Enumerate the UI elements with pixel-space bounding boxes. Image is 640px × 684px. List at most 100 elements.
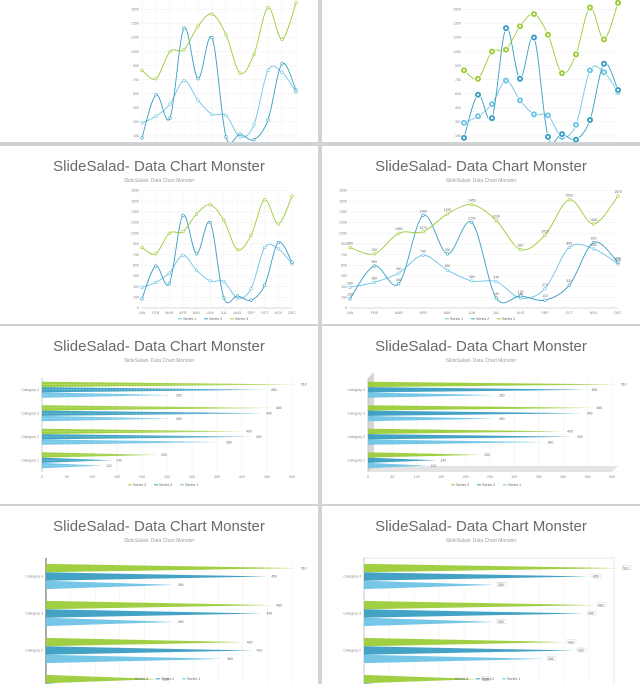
bar-dot — [256, 383, 258, 385]
data-label: 850 — [566, 241, 572, 245]
bar-dot — [73, 394, 75, 396]
bar-dot — [124, 418, 126, 420]
bar-dot — [232, 412, 234, 414]
slide-line-labels[interactable]: SlideSalad- Data Chart Monster SlideSala… — [322, 146, 640, 324]
bar-dot — [160, 389, 162, 391]
data-label: 510 — [301, 383, 307, 387]
data-label: 760 — [445, 248, 451, 252]
data-label: 400 — [567, 430, 573, 434]
bar-dot — [82, 418, 84, 420]
data-point — [252, 52, 256, 56]
data-point-center — [518, 99, 522, 102]
data-label: 830 — [591, 243, 597, 247]
y-tick-label: 1500 — [131, 8, 139, 12]
bar-dot — [235, 389, 237, 391]
line-chart-titled: 0 150 300 450 600 750 900 1050 1200 1350 1500 1650 J… — [131, 189, 296, 321]
y-tick-label: 1500 — [131, 199, 139, 203]
x-tick-label: FEB — [371, 311, 379, 315]
bar-dot — [79, 394, 81, 396]
bar-dot — [178, 441, 180, 443]
slide-line-titled[interactable]: SlideSalad- Data Chart Monster SlideSala… — [0, 146, 318, 324]
bar-dot — [148, 383, 150, 385]
bar-dot — [73, 459, 75, 461]
bar-dot — [79, 454, 81, 456]
bar-dot — [109, 407, 111, 409]
slide-bar-boxed[interactable]: SlideSalad- Data Chart Monster SlideSala… — [322, 506, 640, 684]
y-tick-label: 1350 — [453, 22, 461, 26]
y-tick-label: 150 — [455, 134, 461, 138]
bar-dot — [91, 459, 93, 461]
bar-dot — [148, 412, 150, 414]
x-tick-label: 150 — [438, 475, 444, 479]
slide-bar-wide[interactable]: SlideSalad- Data Chart Monster SlideSala… — [0, 506, 318, 684]
bar-dot — [76, 383, 78, 385]
bar-dot — [85, 465, 87, 467]
bar-dot — [91, 454, 93, 456]
data-point — [168, 49, 172, 54]
bar-dot — [187, 383, 189, 385]
bar-dot — [61, 418, 63, 420]
slide-subtitle: SlideSalad- Data Chart Monster — [445, 358, 517, 364]
bar-dot — [61, 389, 63, 391]
bar-dot — [109, 441, 111, 443]
bar-dot — [211, 407, 213, 409]
bar-dot — [142, 389, 144, 391]
data-point — [168, 116, 172, 120]
data-label: 1230 — [492, 214, 500, 218]
bar-dot — [169, 441, 171, 443]
bar — [42, 439, 222, 445]
bar-dot — [94, 441, 96, 443]
y-tick-label: 1050 — [339, 231, 347, 235]
bar — [368, 392, 495, 398]
bar-dot — [112, 418, 114, 420]
slide-line-plain[interactable]: 015030045060075090010501200135015001650J… — [0, 0, 318, 142]
bar-dot — [151, 430, 153, 432]
bar-dot — [130, 389, 132, 391]
y-tick-label: 750 — [341, 253, 347, 257]
slide-bar-stacked[interactable]: SlideSalad- Data Chart Monster SlideSala… — [0, 326, 318, 504]
bar-dot — [226, 430, 228, 432]
bar-dot — [121, 407, 123, 409]
x-tick-label: OCT — [565, 311, 573, 315]
bar-dot — [79, 441, 81, 443]
bar-dot — [145, 407, 147, 409]
slide-line-markers[interactable]: 015030045060075090010501200135015001650J… — [322, 0, 640, 142]
data-label: 1450 — [468, 199, 476, 203]
x-tick-label: MAR — [165, 311, 173, 315]
bar-dot — [61, 441, 63, 443]
data-label: 140 — [518, 292, 524, 296]
data-label: 320 — [566, 279, 572, 283]
bar-dot — [211, 389, 213, 391]
bar-dot — [136, 407, 138, 409]
bar-dot — [73, 407, 75, 409]
bar-dot — [199, 430, 201, 432]
data-label: 510 — [621, 383, 627, 387]
bar-dot — [160, 441, 162, 443]
slide-bar-3d[interactable]: SlideSalad- Data Chart Monster SlideSala… — [322, 326, 640, 504]
data-label: 260 — [176, 417, 182, 421]
data-point — [224, 135, 228, 139]
bar-dot — [187, 430, 189, 432]
y-tick-label: 1650 — [131, 189, 139, 193]
bar-dot — [52, 465, 54, 467]
legend-label: Series 3 — [502, 317, 515, 321]
bar-dot — [103, 459, 105, 461]
bar — [368, 387, 588, 393]
category-label: Category 4 — [347, 388, 365, 392]
bar-dot — [52, 407, 54, 409]
y-tick-label: 1050 — [131, 50, 139, 54]
bar-dot — [178, 383, 180, 385]
data-label: 1020 — [541, 229, 549, 233]
bar-dot — [157, 436, 159, 438]
line-chart-labels: 0 150 300 450 600 750 900 1050 1200 1350 1500 1650 J… — [339, 189, 622, 321]
bar-dot — [157, 441, 159, 443]
data-point — [154, 264, 158, 268]
bar-dot — [214, 430, 216, 432]
bar-dot — [70, 454, 72, 456]
bar-dot — [49, 430, 51, 432]
bar-dot — [187, 389, 189, 391]
bar-dot — [190, 389, 192, 391]
category-label: Category 1 — [347, 458, 365, 462]
bar-dot — [121, 383, 123, 385]
bar-dot — [205, 383, 207, 385]
